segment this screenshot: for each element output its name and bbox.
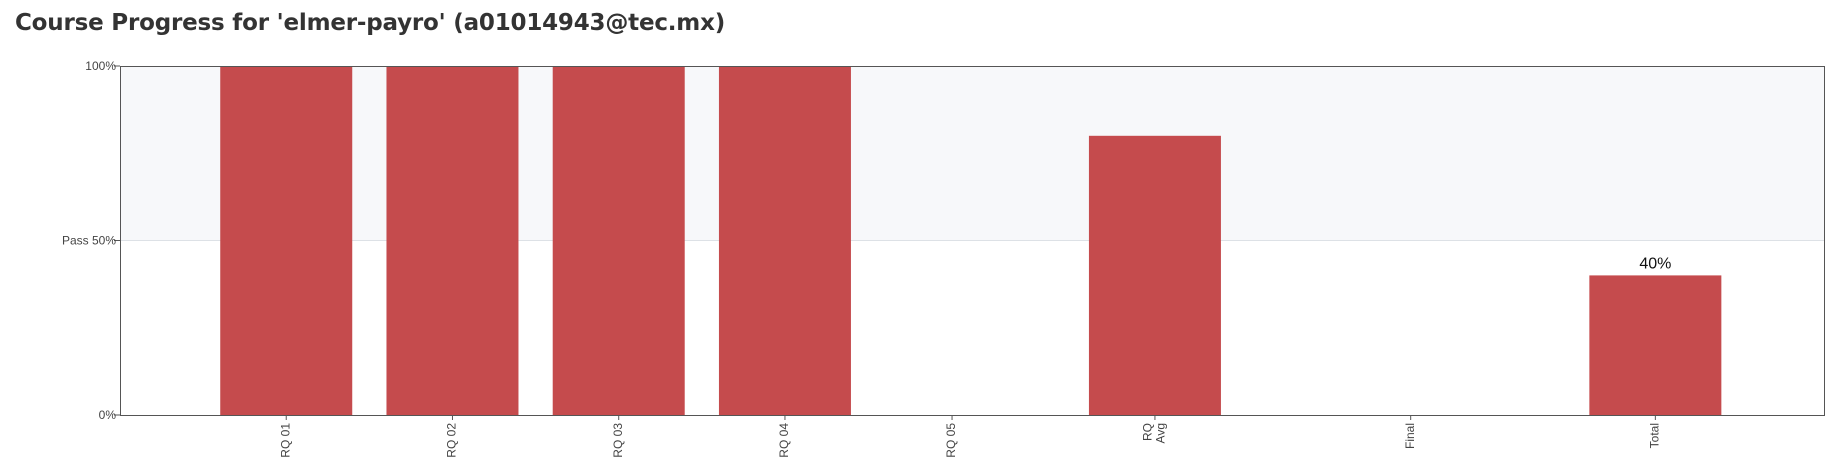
bar (220, 66, 353, 415)
x-tick-label: RQ 04 (777, 423, 791, 458)
bar (1088, 135, 1221, 416)
page-title: Course Progress for 'elmer-payro' (a0101… (15, 10, 726, 36)
bar-series (220, 66, 1722, 416)
y-axis: 0% Pass 50% 100% (62, 59, 120, 422)
y-tick-label: 100% (85, 59, 116, 73)
x-tick-label: RQ (1141, 423, 1155, 441)
x-tick-label: RQ 01 (278, 423, 292, 458)
bar (1589, 275, 1722, 415)
y-tick-label: 0% (99, 408, 117, 422)
x-tick-label: RQ 05 (944, 423, 958, 458)
x-tick-label: RQ 03 (611, 423, 625, 458)
bar-value-label: 40% (1639, 255, 1671, 272)
data-labels: 40% (1639, 255, 1671, 272)
bar (718, 66, 851, 415)
bar (386, 66, 519, 415)
x-tick-label: Avg (1154, 423, 1168, 443)
y-tick-label: Pass 50% (62, 234, 116, 248)
pass-region-band (120, 66, 1825, 241)
x-axis: RQ 01 RQ 02 RQ 03 RQ 04 RQ 05 RQ Avg Final Total (278, 415, 1662, 458)
x-tick-label: Total (1648, 423, 1662, 448)
plot-area-frame (120, 66, 1825, 416)
x-tick-label: RQ 02 (445, 423, 459, 458)
bar (552, 66, 685, 415)
x-tick-label: Final (1403, 423, 1417, 449)
